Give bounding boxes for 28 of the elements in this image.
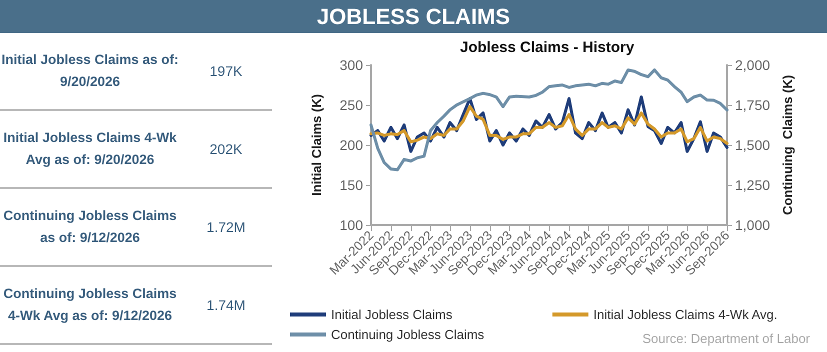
y-axis-title: Initial Claims (K) bbox=[309, 94, 324, 196]
y-tick-label: 250 bbox=[340, 97, 364, 113]
text: Initial Jobless Claims as of: 9/20/2026 bbox=[0, 51, 180, 91]
y-tick-label: 300 bbox=[340, 57, 364, 73]
text: Continuing Jobless Claims 4-Wk Avg as of: 9/12/2026 bbox=[2, 285, 178, 325]
y-tick-label: 150 bbox=[340, 177, 364, 193]
y2-tick-label: 1,750 bbox=[735, 97, 770, 113]
text: Initial Jobless Claims 4-Wk Avg as of: 9/20/2026 bbox=[2, 129, 178, 169]
y-tick-label: 100 bbox=[340, 217, 364, 233]
legend-label: Initial Jobless Claims 4-Wk Avg. bbox=[593, 307, 778, 322]
text: 1.72M bbox=[206, 219, 246, 235]
legend-label: Initial Jobless Claims bbox=[331, 307, 453, 322]
text: 197K bbox=[208, 63, 244, 79]
y2-tick-label: 1,250 bbox=[735, 177, 770, 193]
text: 1.74M bbox=[206, 297, 246, 313]
y2-axis-title: Continuing Claims (K) bbox=[780, 74, 795, 216]
y2-tick-label: 1,500 bbox=[735, 137, 770, 153]
legend-label: Continuing Jobless Claims bbox=[331, 327, 485, 342]
text: 202K bbox=[208, 141, 244, 157]
source-note: Source: Department of Labor bbox=[642, 331, 811, 346]
text: JOBLESS CLAIMS bbox=[0, 0, 827, 33]
line-series bbox=[370, 105, 728, 145]
y2-tick-label: 2,000 bbox=[735, 57, 770, 73]
y2-tick-label: 1,000 bbox=[735, 217, 770, 233]
chart-title: Jobless Claims - History bbox=[460, 39, 635, 56]
y-tick-label: 200 bbox=[340, 137, 364, 153]
line-series bbox=[370, 68, 728, 172]
text: Continuing Jobless Claims as of: 9/12/2026 bbox=[2, 207, 178, 247]
